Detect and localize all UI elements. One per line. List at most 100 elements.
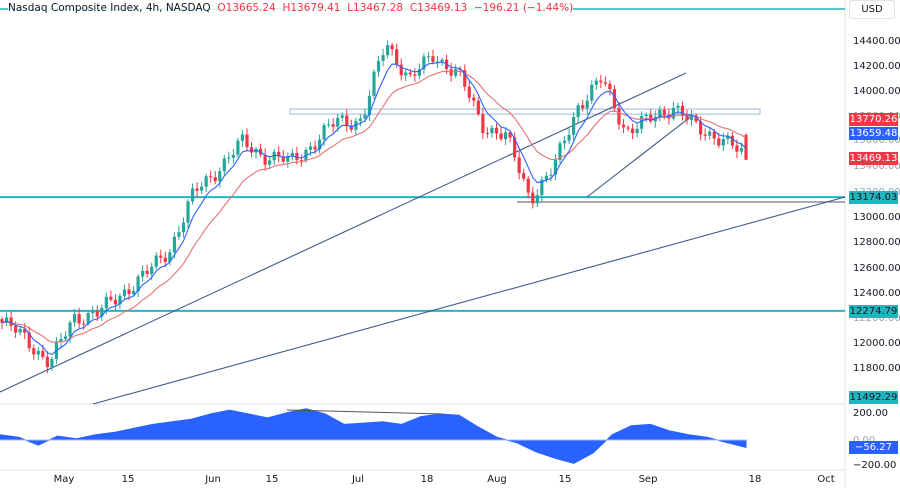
candle-body (181, 222, 186, 233)
candle-body (390, 45, 394, 50)
candle-body (331, 124, 335, 127)
candle-body (336, 117, 340, 127)
candle-body (218, 171, 222, 182)
candle-body (744, 134, 748, 160)
candle-body (263, 154, 267, 165)
high-label: H (282, 2, 291, 14)
candle-body (236, 140, 240, 155)
candle-body (640, 115, 644, 129)
candle-body (4, 317, 9, 323)
candle-body (381, 55, 385, 61)
candle-body (104, 296, 108, 308)
candle-body (739, 148, 744, 152)
price-tick: 13000.00 (853, 212, 900, 223)
candle-body (481, 114, 485, 134)
candle-body (345, 115, 349, 126)
candle-body (585, 100, 589, 109)
candle-body (245, 134, 249, 148)
candle-body (9, 317, 13, 326)
time-label: 15 (121, 474, 135, 485)
candle-body (63, 336, 68, 340)
currency-button[interactable]: USD (849, 0, 895, 19)
candle-body (222, 158, 226, 172)
candle-body (281, 156, 285, 162)
candle-body (422, 56, 426, 70)
resistance-zone (289, 108, 761, 115)
price-tick: 11800.00 (853, 363, 900, 374)
price-tick-hidden: 13400.00 (853, 161, 900, 172)
osc-tick: 200.00 (853, 408, 888, 419)
candle-body (0, 319, 4, 323)
candle-body (417, 69, 421, 76)
candle-body (118, 295, 122, 305)
candle-body (190, 188, 195, 202)
trendline-end-tag: 11492.29 (849, 391, 898, 404)
candle-body (240, 134, 245, 141)
candle-body (458, 69, 462, 71)
candle-body (708, 131, 712, 136)
divergence-line (286, 409, 444, 415)
candle-body (286, 155, 290, 162)
time-label: Jul (351, 474, 365, 485)
candle-body (308, 146, 313, 150)
candle-body (18, 328, 22, 333)
candle-body (404, 72, 408, 76)
candle-body (136, 276, 140, 292)
symbol-title: Nasdaq Composite Index, 4h, NASDAQ (8, 2, 211, 14)
candle-body (195, 188, 199, 191)
candle-body (603, 82, 607, 84)
osc-zero-tick: 0.00 (853, 435, 875, 446)
candle-body (72, 314, 77, 323)
candle-body (50, 358, 54, 368)
price-tick-hidden: 12200.00 (853, 313, 900, 324)
candle-body (699, 121, 703, 135)
low-label: L (347, 2, 354, 14)
time-label: 18 (748, 474, 762, 485)
candle-body (204, 176, 208, 187)
candle-body (513, 137, 517, 158)
candle-body (435, 61, 440, 63)
candle-body (526, 178, 530, 193)
candle-body (522, 173, 526, 179)
candle-body (367, 95, 372, 115)
close-label: C (409, 2, 418, 14)
candle-body (662, 109, 666, 115)
candle-body (349, 125, 353, 130)
candle-body (376, 60, 381, 72)
trendline (92, 196, 846, 405)
candle-body (721, 138, 725, 146)
candle-body (14, 325, 18, 333)
trendline (586, 114, 694, 198)
time-label: 15 (265, 474, 279, 485)
candle-body (712, 131, 716, 139)
candle-body (658, 109, 662, 117)
time-label: 15 (558, 474, 572, 485)
candle-body (95, 311, 99, 317)
candle-body (277, 151, 281, 157)
support-level-tag: 12274.79 (849, 305, 898, 318)
candle-body (91, 311, 95, 314)
candle-body (41, 350, 45, 357)
candle-body (327, 124, 331, 126)
open-value: 13665.24 (225, 2, 276, 14)
candle-body (581, 105, 585, 109)
change-value: −196.21 (−1.44%) (473, 2, 574, 14)
price-tick: 12800.00 (853, 237, 900, 248)
candle-body (508, 132, 512, 138)
candle-body (449, 69, 453, 76)
candle-body (635, 128, 639, 134)
candle-body (23, 328, 27, 333)
candle-body (100, 307, 104, 317)
candle-body (735, 145, 739, 152)
time-label: Oct (817, 474, 835, 485)
candle-body (340, 115, 344, 118)
candle-body (703, 134, 707, 136)
candle-body (109, 296, 113, 300)
candle-body (472, 97, 476, 101)
candle-body (562, 140, 567, 144)
candle-body (249, 147, 254, 153)
oscillator-value-tag: −56.27 (849, 441, 898, 454)
candle-body (154, 255, 158, 267)
